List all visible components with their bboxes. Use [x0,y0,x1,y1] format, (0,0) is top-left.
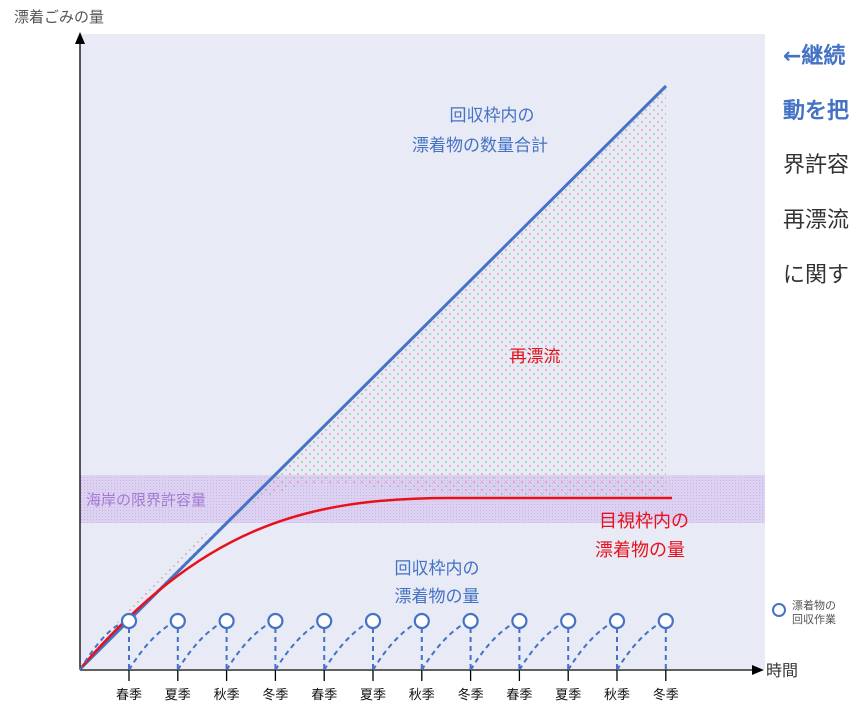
collection-marker [267,612,284,630]
collection-marker [218,612,235,630]
y-axis-label: 漂着ごみの量 [14,8,104,26]
collection-marker [511,612,528,630]
accumulation-ramp [616,623,660,671]
collection-series [79,612,674,681]
collection-marker [462,612,479,630]
accumulation-ramp [469,623,513,671]
collection-marker [413,612,430,630]
season-tick-label: 春季 [116,688,142,703]
collected-label-line1: 回収枠内の [395,559,480,579]
side-text-line4: 再漂流 [783,208,850,233]
season-tick-label: 夏季 [555,688,581,703]
legend-collection-icon [772,603,786,617]
side-text-line5: に関す [783,263,850,288]
season-tick-label: 春季 [506,688,532,703]
total-line [78,84,668,671]
legend-label-line2: 回収作業 [792,613,836,626]
accumulation-ramp [567,623,611,671]
accumulation-ramp [274,623,318,671]
capacity-label: 海岸の限界許容量 [86,491,206,509]
collection-marker [560,612,577,630]
collection-marker [364,612,382,630]
season-tick-label: 夏季 [165,688,191,703]
accumulation-ramp [176,623,221,671]
season-tick-label: 冬季 [653,687,679,703]
side-text-line3: 界許容 [783,153,850,178]
total-label-line2: 漂着物の数量合計 [412,136,548,156]
season-tick-label: 冬季 [262,687,288,703]
season-tick-label: 秋季 [214,688,240,703]
x-axis-arrow [752,665,764,675]
collected-label-line2: 漂着物の量 [395,587,480,607]
visual-label-line2: 漂着物の量 [595,540,685,561]
accumulation-ramp [323,623,367,671]
collection-marker [608,612,626,630]
season-tick-label: 春季 [311,688,337,703]
side-text-line2: 動を把 [783,99,850,124]
collection-marker [120,612,138,630]
x-axis-label: 時間 [766,661,798,680]
collection-marker [657,612,674,630]
accumulation-ramp [225,623,269,671]
season-tick-label: 冬季 [458,687,484,703]
accumulation-ramp [372,623,416,671]
season-tick-label: 秋季 [604,688,630,703]
side-text-line1: ←継続 [783,44,846,69]
visual-label-line1: 目視枠内の [599,511,689,532]
season-tick-label: 夏季 [360,688,386,703]
accumulation-ramp [128,623,172,671]
season-tick-label: 秋季 [409,688,435,703]
accumulation-ramp [420,623,465,671]
total-label-line1: 回収枠内の [450,106,535,126]
refloat-label: 再漂流 [510,347,561,367]
y-axis-arrow [75,32,85,44]
legend-label-line1: 漂着物の [792,599,836,612]
collection-marker [316,612,333,630]
accumulation-ramp [79,622,123,671]
accumulation-ramp [518,623,562,671]
x-tick-labels: 春季 夏季 秋季 冬季 春季 夏季 秋季 冬季 春季 夏季 秋季 冬季 [116,687,679,703]
collection-marker [169,612,186,630]
